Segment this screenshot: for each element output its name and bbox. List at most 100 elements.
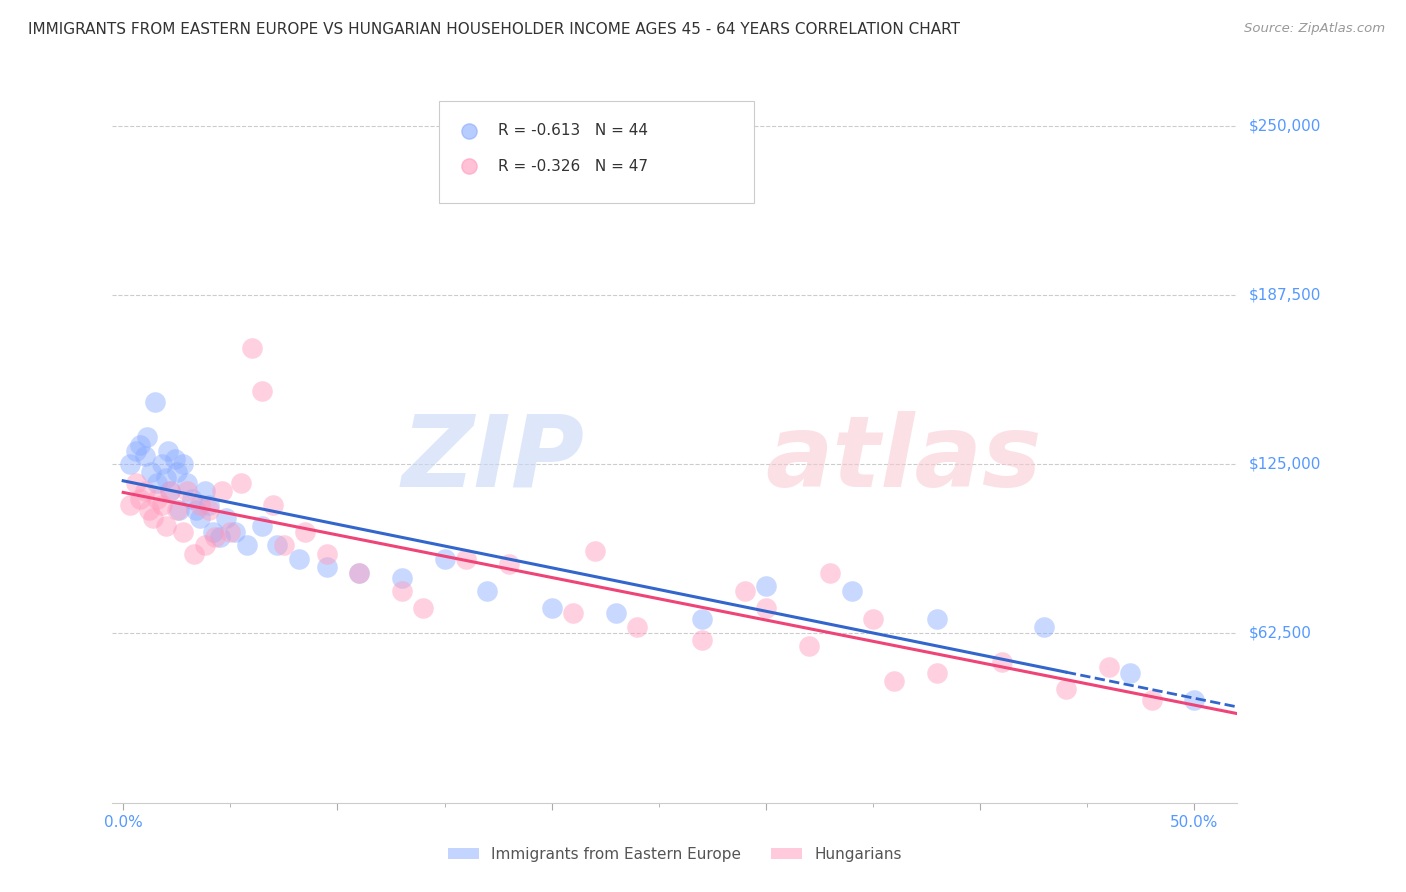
Point	[143, 395, 166, 409]
FancyBboxPatch shape	[439, 101, 754, 203]
Point	[236, 538, 259, 552]
Point	[159, 484, 181, 499]
Point	[146, 492, 169, 507]
Point	[540, 600, 562, 615]
Point	[1098, 660, 1121, 674]
Text: $125,000: $125,000	[1249, 457, 1320, 472]
Point	[208, 530, 231, 544]
Point	[841, 584, 863, 599]
Point	[150, 498, 173, 512]
Point	[188, 498, 211, 512]
Point	[990, 655, 1012, 669]
Point	[391, 571, 413, 585]
Point	[927, 665, 949, 680]
Point	[125, 476, 148, 491]
Point	[252, 384, 274, 398]
Point	[202, 524, 225, 539]
Text: Source: ZipAtlas.com: Source: ZipAtlas.com	[1244, 22, 1385, 36]
Point	[433, 552, 456, 566]
Point	[180, 492, 202, 507]
Point	[204, 530, 226, 544]
Point	[927, 611, 949, 625]
Point	[167, 503, 190, 517]
Text: ZIP: ZIP	[402, 410, 585, 508]
Point	[125, 443, 148, 458]
Point	[224, 524, 246, 539]
Point	[562, 606, 585, 620]
Point	[198, 498, 221, 512]
Point	[605, 606, 627, 620]
Point	[194, 538, 217, 552]
Text: $250,000: $250,000	[1249, 118, 1320, 133]
Point	[347, 566, 370, 580]
Text: $187,500: $187,500	[1249, 287, 1320, 302]
Point	[166, 465, 188, 479]
Point	[118, 457, 141, 471]
Point	[155, 519, 177, 533]
Point	[194, 484, 217, 499]
Point	[219, 524, 242, 539]
Point	[755, 600, 778, 615]
Point	[183, 547, 205, 561]
Point	[215, 511, 238, 525]
Point	[142, 511, 165, 525]
Point	[176, 476, 198, 491]
Point	[129, 438, 152, 452]
Text: R = -0.613   N = 44: R = -0.613 N = 44	[498, 123, 648, 138]
Point	[391, 584, 413, 599]
Point	[818, 566, 841, 580]
Point	[288, 552, 311, 566]
Point	[583, 544, 606, 558]
Point	[150, 457, 173, 471]
Point	[1184, 693, 1206, 707]
Point	[166, 503, 188, 517]
Point	[862, 611, 884, 625]
Point	[139, 465, 162, 479]
Point	[883, 673, 905, 688]
Point	[797, 639, 820, 653]
Point	[134, 484, 156, 499]
Point	[266, 538, 288, 552]
Point	[172, 457, 194, 471]
Point	[163, 451, 186, 466]
Point	[690, 611, 713, 625]
Point	[412, 600, 434, 615]
Text: IMMIGRANTS FROM EASTERN EUROPE VS HUNGARIAN HOUSEHOLDER INCOME AGES 45 - 64 YEAR: IMMIGRANTS FROM EASTERN EUROPE VS HUNGAR…	[28, 22, 960, 37]
Point	[157, 443, 180, 458]
Point	[138, 503, 160, 517]
Legend: Immigrants from Eastern Europe, Hungarians: Immigrants from Eastern Europe, Hungaria…	[441, 841, 908, 868]
Point	[1140, 693, 1163, 707]
Text: $62,500: $62,500	[1249, 626, 1312, 641]
Point	[146, 476, 169, 491]
Text: R = -0.326   N = 47: R = -0.326 N = 47	[498, 159, 648, 174]
Point	[1033, 620, 1056, 634]
Point	[273, 538, 295, 552]
Point	[198, 503, 221, 517]
Point	[211, 484, 233, 499]
Point	[262, 498, 284, 512]
Point	[477, 584, 499, 599]
Point	[155, 471, 177, 485]
Point	[172, 524, 194, 539]
Point	[159, 484, 181, 499]
Point	[498, 558, 520, 572]
Point	[315, 560, 337, 574]
Point	[454, 552, 477, 566]
Point	[118, 498, 141, 512]
Point	[315, 547, 337, 561]
Point	[135, 430, 157, 444]
Text: atlas: atlas	[765, 410, 1042, 508]
Point	[252, 519, 274, 533]
Point	[1054, 681, 1077, 696]
Point	[734, 584, 756, 599]
Point	[184, 503, 207, 517]
Point	[626, 620, 648, 634]
Point	[229, 476, 252, 491]
Point	[755, 579, 778, 593]
Point	[176, 484, 198, 499]
Point	[1119, 665, 1142, 680]
Point	[188, 511, 211, 525]
Point	[129, 492, 152, 507]
Point	[690, 633, 713, 648]
Point	[240, 341, 263, 355]
